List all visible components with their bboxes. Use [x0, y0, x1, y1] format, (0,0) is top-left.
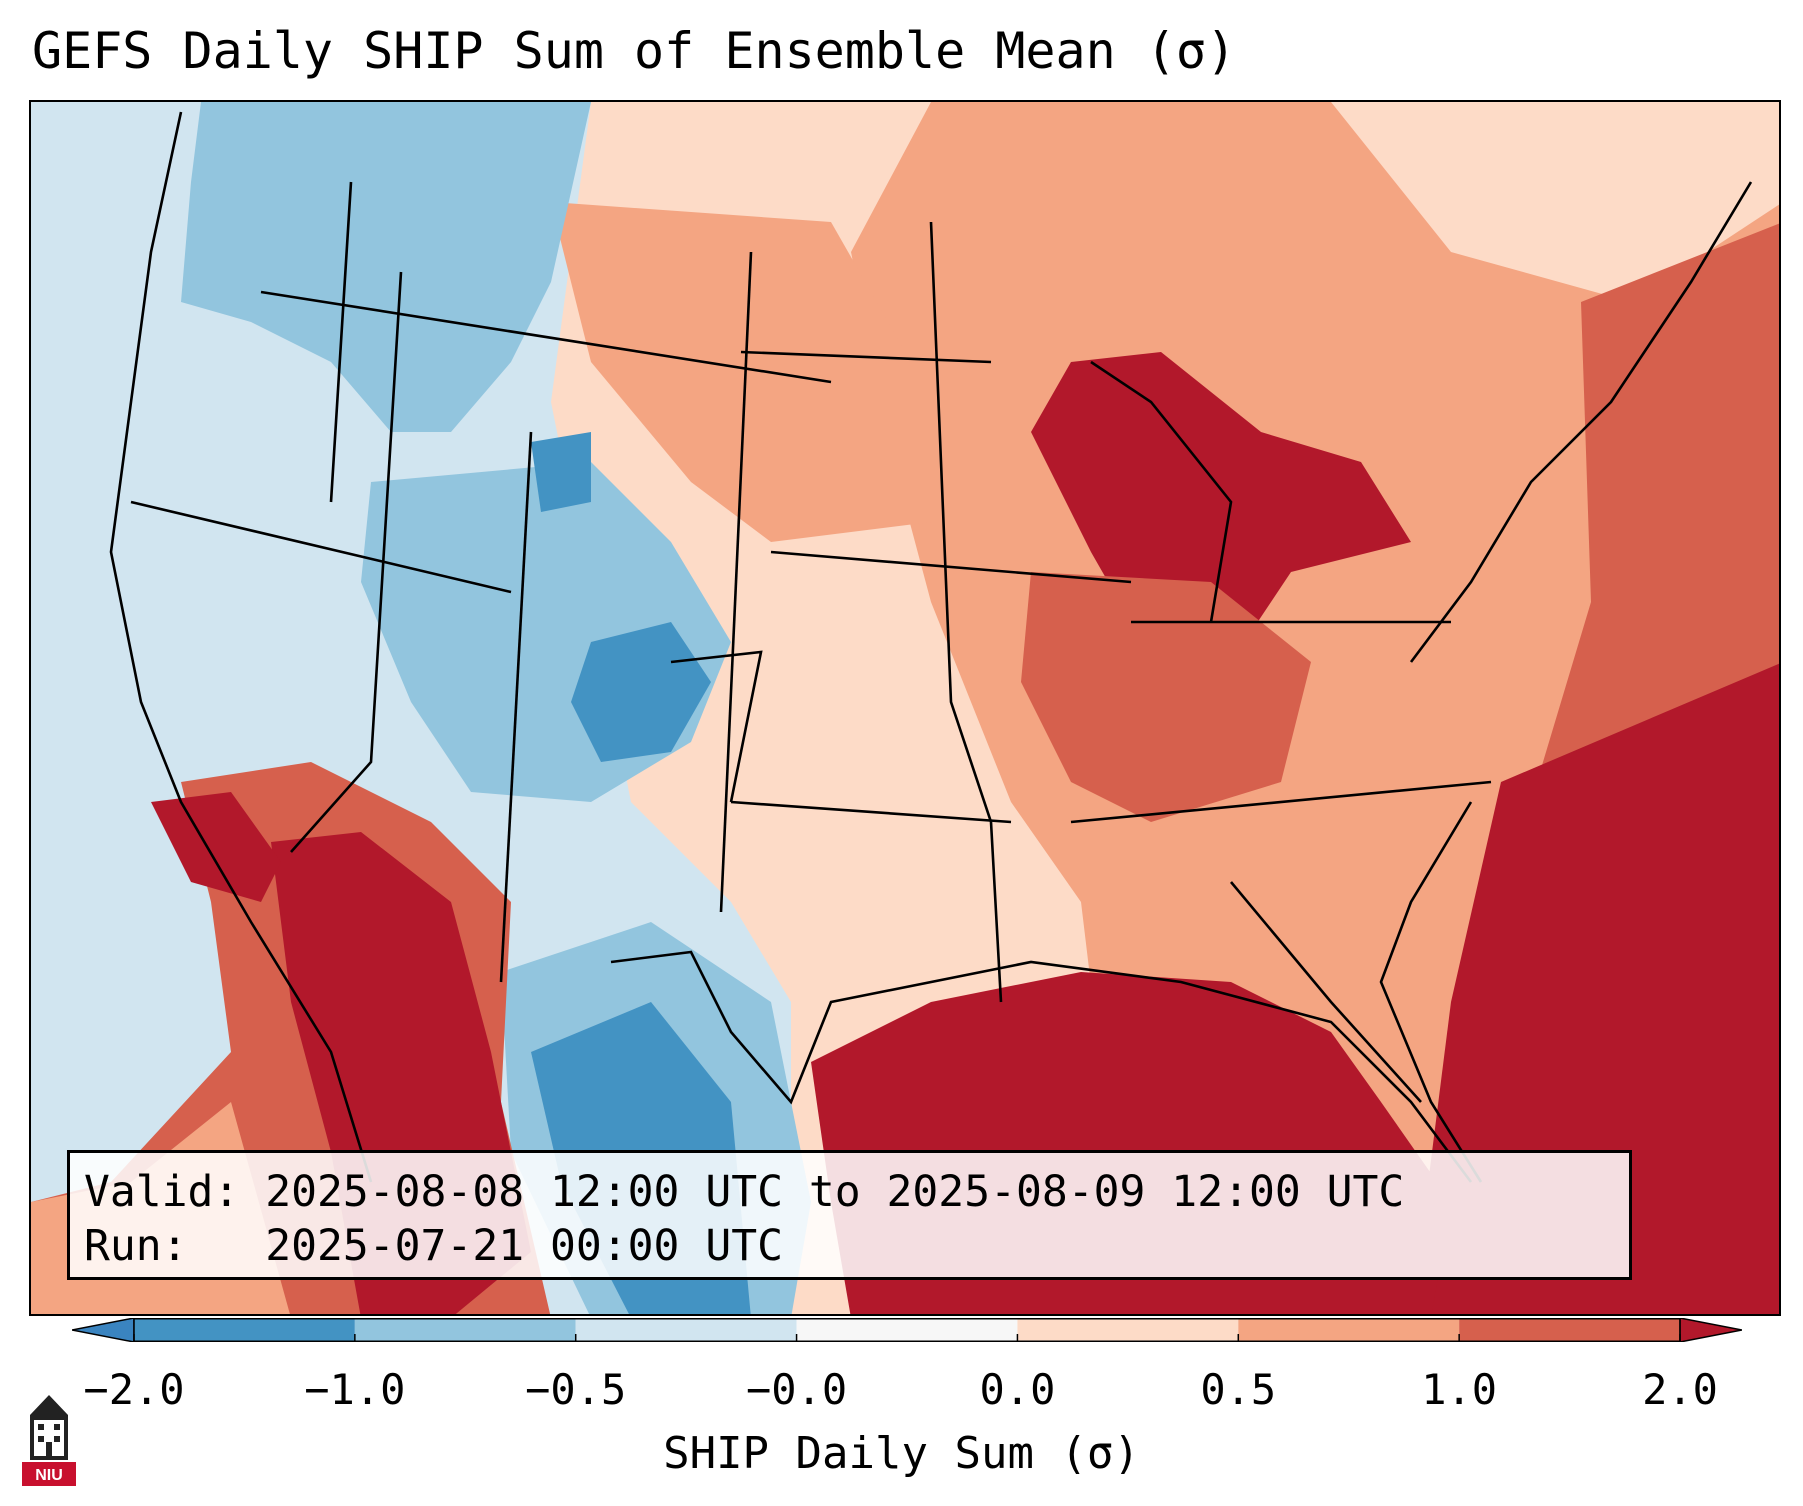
border-line [719, 251, 753, 913]
colorbar-bin [134, 1318, 355, 1342]
svg-text:NIU: NIU [35, 1467, 63, 1484]
border-line [260, 290, 832, 384]
border-line [1070, 780, 1492, 824]
field-baja-extreme [151, 792, 281, 902]
colorbar-tick-label: 2.0 [1642, 1365, 1718, 1414]
border-line [1230, 881, 1422, 1103]
border-line [670, 650, 763, 803]
colorbar-bin [1017, 1318, 1239, 1342]
colorbar [72, 1318, 1742, 1342]
colorbar-bin [1238, 1318, 1460, 1342]
map-panel [29, 100, 1781, 1316]
border-line [290, 271, 403, 853]
valid-run-box: Valid: 2025-08-08 12:00 UTC to 2025-08-0… [67, 1150, 1632, 1280]
colorbar-extend-low [72, 1318, 135, 1342]
border-line [740, 350, 992, 364]
valid-time-text: Valid: 2025-08-08 12:00 UTC to 2025-08-0… [84, 1167, 1405, 1217]
border-line [329, 181, 353, 503]
state-borders [109, 111, 1753, 1183]
colorbar-bin [796, 1318, 1018, 1342]
colorbar-tick-label: 0.0 [979, 1365, 1056, 1414]
colorbar-tick-label: 1.0 [1421, 1365, 1498, 1414]
southeast-coast-line [1379, 801, 1483, 1183]
colorbar-label: SHIP Daily Sum (σ) [663, 1428, 1140, 1479]
field-colorado-very-cool [571, 622, 711, 762]
colorbar-extend-high [1679, 1318, 1742, 1342]
lakes-outline [1090, 360, 1233, 623]
colorbar-tick-label: −2.0 [83, 1365, 185, 1414]
east-coast-line [1409, 181, 1753, 663]
border-line [130, 500, 512, 594]
shaded-map [31, 102, 1779, 1314]
west-coast-line [109, 111, 373, 1183]
field-wyoming-cool [531, 432, 591, 512]
field-great-lakes [1031, 352, 1411, 702]
colorbar-bin [354, 1318, 576, 1342]
colorbar-tick-label: 0.5 [1200, 1365, 1277, 1414]
field-northern-plains [551, 202, 931, 542]
border-line [499, 431, 533, 983]
colorbar-tick-label: −1.0 [304, 1365, 406, 1414]
run-time-text: Run: 2025-07-21 00:00 UTC [84, 1221, 783, 1271]
plot-title: GEFS Daily SHIP Sum of Ensemble Mean (σ) [32, 22, 1237, 80]
gulf-coast-line [610, 950, 1473, 1183]
colorbar-tick-label: −0.5 [525, 1365, 627, 1414]
border-line [770, 550, 1132, 584]
field-ohio-valley [1021, 572, 1311, 822]
niu-logo: NIU [22, 1395, 76, 1486]
colorbar-bin [575, 1318, 797, 1342]
colorbar-tick-label: −0.0 [745, 1365, 848, 1414]
colorbar-outline [133, 1318, 1681, 1342]
colorbar-bin [1459, 1318, 1680, 1342]
field-northwest-cool [181, 102, 591, 432]
border-line [929, 221, 1003, 1003]
border-line [730, 800, 1012, 824]
